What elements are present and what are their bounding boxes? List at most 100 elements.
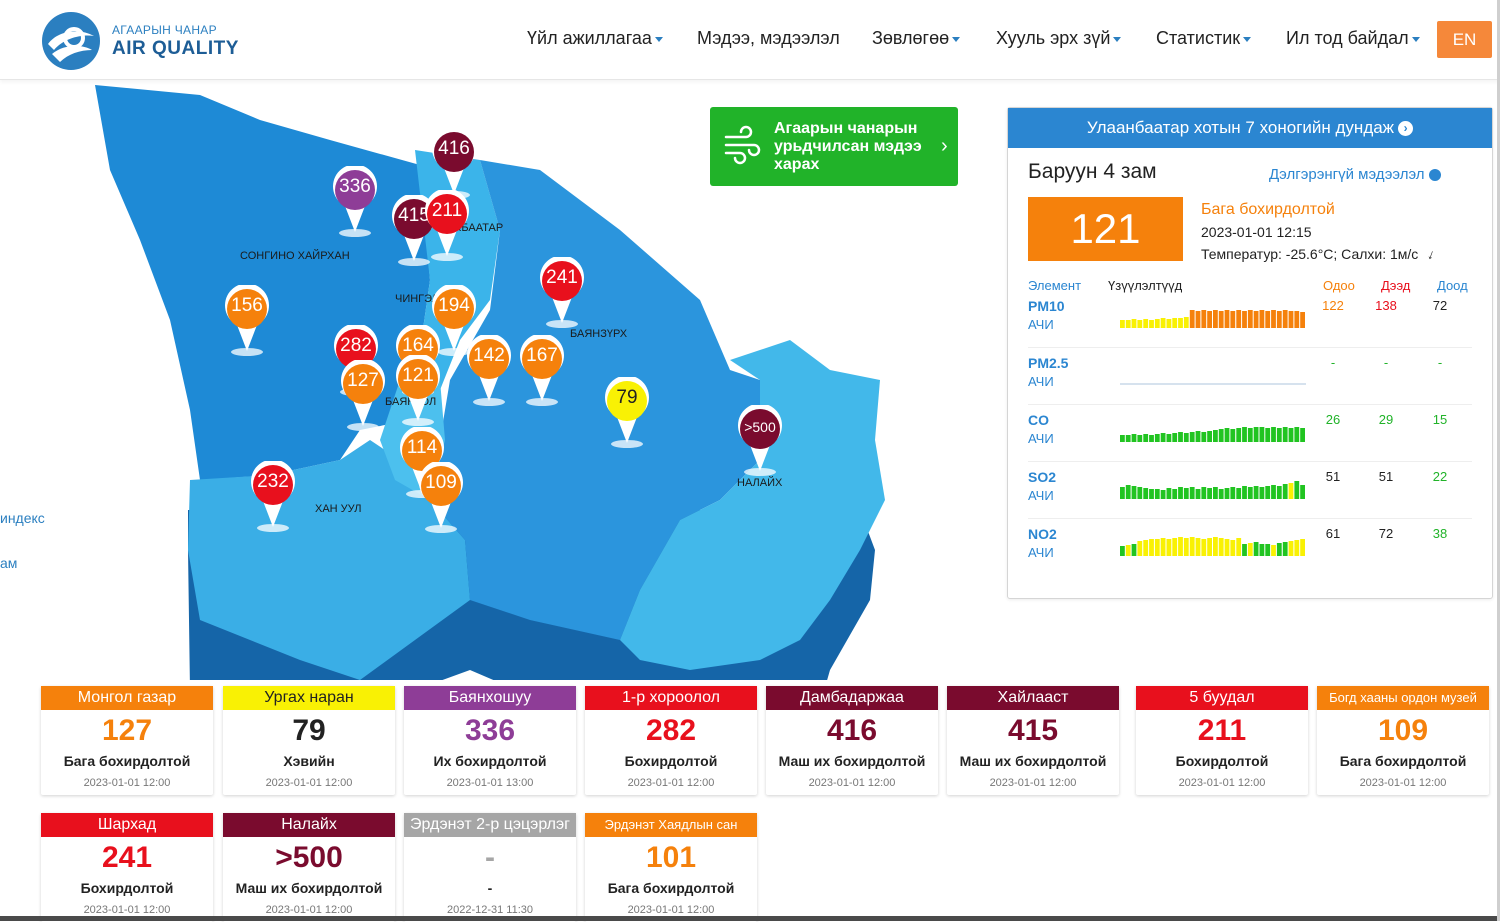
station-card[interactable]: Богд хааны ордон музей 109 Бага бохирдолто… — [1317, 686, 1489, 795]
side-link-am[interactable]: ам — [0, 555, 18, 571]
trend-bar — [1282, 427, 1288, 442]
card-aqi-value: 416 — [826, 714, 878, 747]
map-marker-icon — [432, 285, 476, 356]
station-card[interactable]: Монгол газар 127 Бага бохирдолтой 2023-01-0… — [41, 686, 213, 795]
nav-item-0[interactable]: Үйл ажиллагаа — [527, 28, 663, 49]
station-pin[interactable]: 79 — [603, 377, 651, 448]
pollutant-name[interactable]: PM10 — [1028, 298, 1065, 314]
pollutant-name[interactable]: CO — [1028, 412, 1049, 428]
station-card[interactable]: 1-р хороолол 282 Бохирдолтой 2023-01-01 12:… — [585, 686, 757, 795]
pin-value: 194 — [438, 295, 470, 316]
trend-bar — [1131, 434, 1137, 442]
panel-header[interactable]: Улаанбаатар хотын 7 хоногийн дундаж › — [1008, 108, 1492, 148]
trend-bar — [1149, 320, 1154, 328]
map-marker-icon — [251, 461, 295, 532]
card-timestamp: 2023-01-01 13:00 — [446, 777, 534, 789]
trend-bar — [1143, 540, 1149, 556]
trend-bar — [1207, 488, 1212, 499]
card-status: Их бохирдолтой — [433, 753, 547, 769]
station-card[interactable]: Ургах наран 79 Хэвийн 2023-01-01 12:00 — [223, 686, 395, 795]
station-pin[interactable]: 156 — [223, 285, 271, 356]
weekly-average-panel: Улаанбаатар хотын 7 хоногийн дундаж › Бар… — [1007, 107, 1493, 599]
pollutant-now: 122 — [1322, 298, 1344, 313]
card-station-name: 1-р хороолол — [585, 686, 757, 710]
station-pin[interactable]: 415 — [390, 195, 438, 266]
card-aqi-value: 127 — [101, 714, 153, 747]
station-pin[interactable]: 142 — [465, 335, 513, 406]
station-pin[interactable]: 416 — [430, 128, 478, 199]
language-button[interactable]: EN — [1437, 21, 1492, 58]
trend-bar — [1242, 311, 1247, 328]
air-quality-logo[interactable]: АГААРЫН ЧАНАР AIR QUALITY — [40, 10, 260, 72]
trend-bar — [1230, 429, 1236, 442]
forecast-label: Агаарын чанарын урьдчилсан мэдээ харах — [774, 120, 922, 173]
pollutant-row: PM2.5 АЧИ - - - — [1008, 355, 1492, 411]
card-timestamp: 2023-01-01 12:00 — [989, 777, 1077, 789]
trend-sparkline — [1120, 383, 1306, 385]
trend-bar — [1288, 311, 1294, 328]
card-station-name: Эрдэнэт 2-р цэцэрлэг — [404, 813, 576, 837]
forecast-button[interactable]: Агаарын чанарын урьдчилсан мэдээ харах › — [710, 107, 958, 186]
nav-item-2[interactable]: Зөвлөгөө — [872, 28, 961, 49]
nav-item-4[interactable]: Статистик — [1156, 28, 1252, 49]
trend-bar — [1143, 488, 1149, 499]
station-pin[interactable]: 127 — [339, 360, 387, 431]
trend-bar — [1125, 320, 1131, 328]
trend-bar — [1276, 543, 1282, 556]
trend-bar — [1154, 489, 1160, 499]
station-pin[interactable]: 232 — [249, 461, 297, 532]
pollutant-min: 22 — [1432, 469, 1448, 484]
trend-sparkline — [1120, 427, 1305, 442]
nav-item-5[interactable]: Ил тод байдал — [1286, 28, 1420, 49]
pollutant-name[interactable]: SO2 — [1028, 469, 1057, 485]
station-pin[interactable]: 241 — [538, 257, 586, 328]
station-card[interactable]: 5 буудал 211 Бохирдолтой 2023-01-01 12:00 — [1136, 686, 1308, 795]
aqi-value-box: 121 — [1028, 197, 1183, 261]
trend-bar — [1195, 538, 1201, 556]
nav-item-label: Үйл ажиллагаа — [527, 28, 652, 48]
map-marker-icon — [605, 377, 649, 448]
card-status: Маш их бохирдолтой — [959, 753, 1107, 769]
station-card[interactable]: Эрдэнэт 2-р цэцэрлэг - - 2022-12-31 11:30 — [404, 813, 576, 922]
pollutant-name[interactable]: PM2.5 — [1028, 355, 1069, 371]
top-navbar: АГААРЫН ЧАНАР AIR QUALITY Үйл ажиллагаа М… — [0, 0, 1500, 80]
station-pin[interactable]: 167 — [518, 335, 566, 406]
trend-sparkline — [1120, 481, 1305, 499]
station-card[interactable]: Баянхошуу 336 Их бохирдолтой 2023-01-01 13:… — [404, 686, 576, 795]
nav-item-label: Хууль эрх зүй — [996, 28, 1111, 48]
card-timestamp: 2023-01-01 12:00 — [265, 777, 353, 789]
station-pin[interactable]: 194 — [430, 285, 478, 356]
station-pin[interactable]: >500 — [736, 405, 784, 476]
pollutant-name[interactable]: NO2 — [1028, 526, 1057, 542]
trend-bar — [1154, 434, 1160, 442]
card-timestamp: 2023-01-01 12:00 — [627, 904, 715, 916]
wind-direction-icon: ↓ — [1425, 245, 1438, 263]
trend-bar — [1300, 312, 1305, 328]
map-marker-icon — [419, 462, 463, 533]
station-card[interactable]: Шархад 241 Бохирдолтой 2023-01-01 12:00 — [41, 813, 213, 922]
pin-value: 114 — [406, 437, 438, 458]
trend-bar — [1242, 544, 1247, 556]
pollutant-min: 15 — [1432, 412, 1448, 427]
card-station-name: Хайлааст — [947, 686, 1119, 710]
station-pin[interactable]: 211 — [423, 190, 471, 261]
station-card[interactable]: Эрдэнэт Хаядлын сан 101 Бага бохирдолтой 20… — [585, 813, 757, 922]
station-pin[interactable]: 109 — [417, 462, 465, 533]
trend-bar — [1195, 489, 1201, 499]
side-link-index[interactable]: индекс — [0, 510, 45, 526]
station-pin[interactable]: 121 — [394, 355, 442, 426]
station-card[interactable]: Хайлааст 415 Маш их бохирдолтой 2023-01-01 … — [947, 686, 1119, 795]
detail-link[interactable]: Дэлгэрэнгүй мэдээлэл — [1269, 166, 1441, 183]
station-card[interactable]: Дамбадаржаа 416 Маш их бохирдолтой 2023-01-… — [766, 686, 938, 795]
nav-item-1[interactable]: Мэдээ, мэдээлэл — [697, 28, 840, 49]
caret-down-icon — [1243, 36, 1252, 42]
nav-item-3[interactable]: Хууль эрх зүй — [996, 28, 1122, 49]
station-pin[interactable]: 336 — [331, 166, 379, 237]
card-timestamp: 2022-12-31 11:30 — [446, 904, 534, 916]
trend-bar — [1172, 489, 1178, 499]
trend-bar — [1265, 544, 1271, 556]
trend-bar — [1213, 310, 1218, 328]
station-card[interactable]: Налайх >500 Маш их бохирдолтой 2023-01-01 1… — [223, 813, 395, 922]
scrollbar-track[interactable] — [1497, 0, 1500, 921]
map-marker-icon — [333, 166, 377, 237]
